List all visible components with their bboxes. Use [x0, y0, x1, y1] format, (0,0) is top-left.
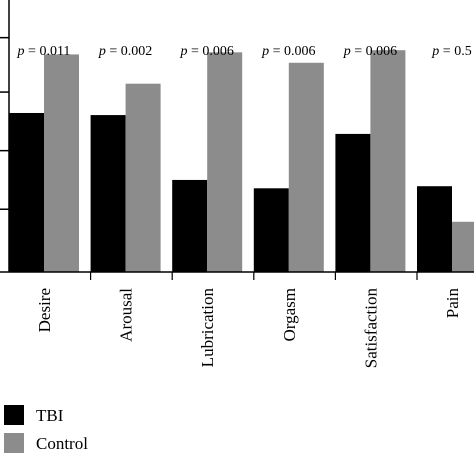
p-value-label: p = 0.006 [179, 44, 233, 59]
bar-control-satisfaction [370, 50, 406, 272]
p-value-label: p = 0.006 [343, 44, 397, 59]
bar-tbi-satisfaction [335, 133, 371, 272]
category-label-pain: Pain [443, 288, 462, 319]
legend: TBI Control [4, 405, 88, 453]
bar-tbi-arousal [90, 115, 126, 272]
p-value-label: p = 0.5 [431, 44, 471, 59]
legend-swatch-tbi [4, 405, 24, 425]
category-label-desire: Desire [35, 288, 54, 332]
bar-control-pain [452, 221, 474, 272]
bars-group [9, 50, 474, 273]
p-value-label: p = 0.002 [98, 44, 152, 59]
bar-control-arousal [125, 83, 161, 272]
bar-tbi-orgasm [253, 188, 289, 272]
p-values-group: p = 0.011 p = 0.002 p = 0.006 p = 0.006 p = … [17, 44, 472, 59]
category-label-arousal: Arousal [117, 288, 136, 342]
bar-tbi-lubrication [172, 179, 208, 272]
legend-label-tbi: TBI [36, 406, 64, 425]
category-label-lubrication: Lubrication [198, 288, 217, 368]
legend-label-control: Control [36, 434, 88, 453]
bar-control-desire [44, 54, 79, 273]
category-label-satisfaction: Satisfaction [361, 288, 380, 369]
p-value-label: p = 0.011 [17, 44, 71, 59]
p-value-label: p = 0.006 [261, 44, 315, 59]
axes-group [0, 0, 474, 280]
category-label-orgasm: Orgasm [280, 288, 299, 342]
legend-swatch-control [4, 433, 24, 453]
bar-control-lubrication [207, 52, 243, 272]
bar-control-orgasm [288, 62, 324, 273]
bar-tbi-desire [9, 112, 44, 272]
bar-tbi-pain [417, 186, 452, 272]
category-labels-group: Desire Arousal Lubrication Orgasm Satisfacti… [35, 288, 462, 369]
